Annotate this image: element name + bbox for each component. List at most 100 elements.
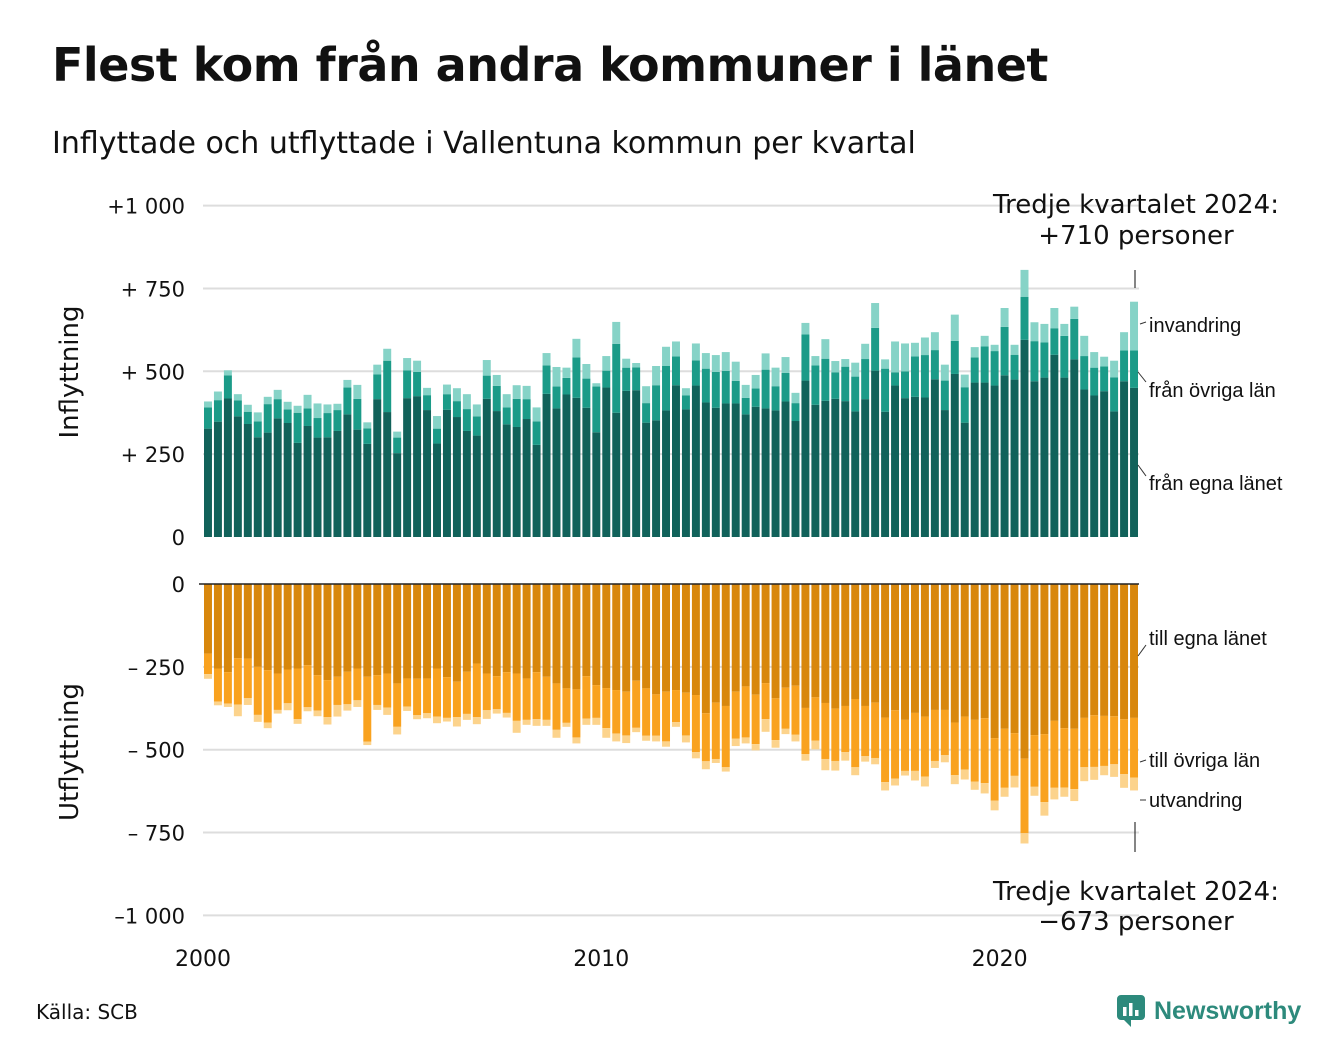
outflow-bar [891, 584, 900, 711]
inflow-bar [841, 366, 850, 402]
outflow-bar [213, 584, 222, 669]
outflow-bar [681, 584, 690, 693]
inflow-y-tick-labels: 0 + 250 + 500 + 750 +1 000 [107, 195, 185, 550]
outflow-bar [233, 658, 242, 705]
outflow-bar [1020, 833, 1029, 844]
outflow-bar [462, 713, 471, 720]
inflow-axis-title: Inflyttning [55, 306, 85, 439]
outflow-bar [1130, 584, 1139, 718]
inflow-bar [502, 407, 511, 425]
inflow-bar [672, 356, 680, 386]
outflow-bar [940, 755, 949, 763]
outflow-bar [701, 584, 710, 714]
inflow-bar [771, 386, 780, 411]
outflow-bar [1090, 584, 1099, 716]
outflow-bar [920, 584, 929, 717]
inflow-bar [811, 356, 820, 366]
inflow-bar [940, 364, 949, 381]
inflow-bar [532, 444, 541, 537]
outflow-bar [970, 584, 979, 720]
outflow-bar [711, 584, 720, 703]
outflow-bar [602, 584, 611, 689]
inflow-bar [462, 430, 471, 537]
inflow-bar [731, 403, 740, 537]
outflow-bar [811, 584, 820, 698]
outflow-bar [950, 584, 959, 723]
outflow-bar [831, 708, 840, 761]
inflow-bar [572, 338, 581, 358]
outflow-bar [871, 757, 880, 765]
inflow-bar [691, 385, 700, 537]
outflow-bar [213, 701, 222, 706]
inflow-bar [363, 443, 372, 537]
outflow-bar [433, 668, 441, 717]
outflow-bar [1010, 775, 1019, 788]
inflow-bar [1130, 387, 1139, 537]
chart-subtitle: Inflyttade och utflyttade i Vallentuna k… [52, 126, 916, 161]
inflow-bar [1040, 323, 1049, 343]
outflow-bar [313, 710, 322, 717]
outflow-bar [522, 719, 531, 725]
outflow-bar [393, 584, 402, 684]
inflow-bar [632, 390, 641, 537]
outflow-bar [881, 782, 890, 791]
outflow-bar [542, 676, 551, 720]
outflow-bar [413, 584, 422, 679]
inflow-bar [472, 404, 481, 417]
outflow-bar [233, 584, 242, 659]
outflow-bar [751, 694, 760, 745]
inflow-bar [622, 390, 631, 537]
inflow-label-clip [1288, 470, 1340, 500]
inflow-bar [562, 377, 571, 395]
outflow-bar [253, 666, 262, 715]
outflow-bar [841, 705, 850, 753]
inflow-bar [223, 398, 232, 537]
outflow-bar [283, 584, 292, 670]
outflow-bar [283, 703, 292, 711]
inflow-bar [791, 392, 800, 404]
inflow-bar [881, 411, 890, 537]
outflow-bar [751, 744, 760, 751]
inflow-bar [323, 413, 332, 438]
outflow-bar [373, 704, 382, 710]
inflow-bar [930, 350, 939, 380]
inflow-bar [662, 366, 671, 411]
inflow-bar [1020, 269, 1029, 297]
inflow-bar [383, 412, 392, 537]
inflow-bar [990, 385, 999, 537]
outflow-bar [263, 722, 272, 729]
outflow-bar [980, 584, 989, 719]
outflow-bar [423, 678, 432, 714]
outflow-bar [731, 738, 740, 747]
outflow-bar [363, 584, 372, 677]
brand-logo[interactable]: Newsworthy [1116, 994, 1301, 1028]
inflow-bar [721, 403, 730, 537]
inflow-bar [273, 418, 282, 537]
outflow-bar [403, 584, 412, 679]
outflow-bar [1030, 584, 1039, 736]
outflow-bar [562, 584, 571, 689]
outflow-bar [502, 672, 511, 713]
inflow-bar [213, 421, 222, 537]
inflow-bar [891, 341, 900, 373]
outflow-bar [552, 729, 561, 738]
outflow-bar [582, 718, 591, 725]
outflow-bar [701, 713, 710, 762]
outflow-bar [652, 584, 661, 695]
inflow-bar [940, 410, 949, 537]
inflow-bar [572, 357, 581, 398]
outflow-bar [1100, 715, 1109, 766]
inflow-bar [622, 367, 631, 391]
outflow-bar [1130, 777, 1139, 791]
inflow-bar [253, 437, 262, 537]
outflow-bar [442, 677, 451, 718]
inflow-bar [442, 394, 451, 410]
inflow-bar [970, 357, 979, 383]
outflow-bar [711, 758, 720, 763]
outflow-bar [253, 714, 262, 722]
inflow-bar [1100, 391, 1109, 537]
inflow-bar [612, 412, 621, 537]
inflow-bar [472, 435, 481, 537]
inflow-bar [462, 394, 471, 410]
inflow-bar [433, 416, 441, 429]
